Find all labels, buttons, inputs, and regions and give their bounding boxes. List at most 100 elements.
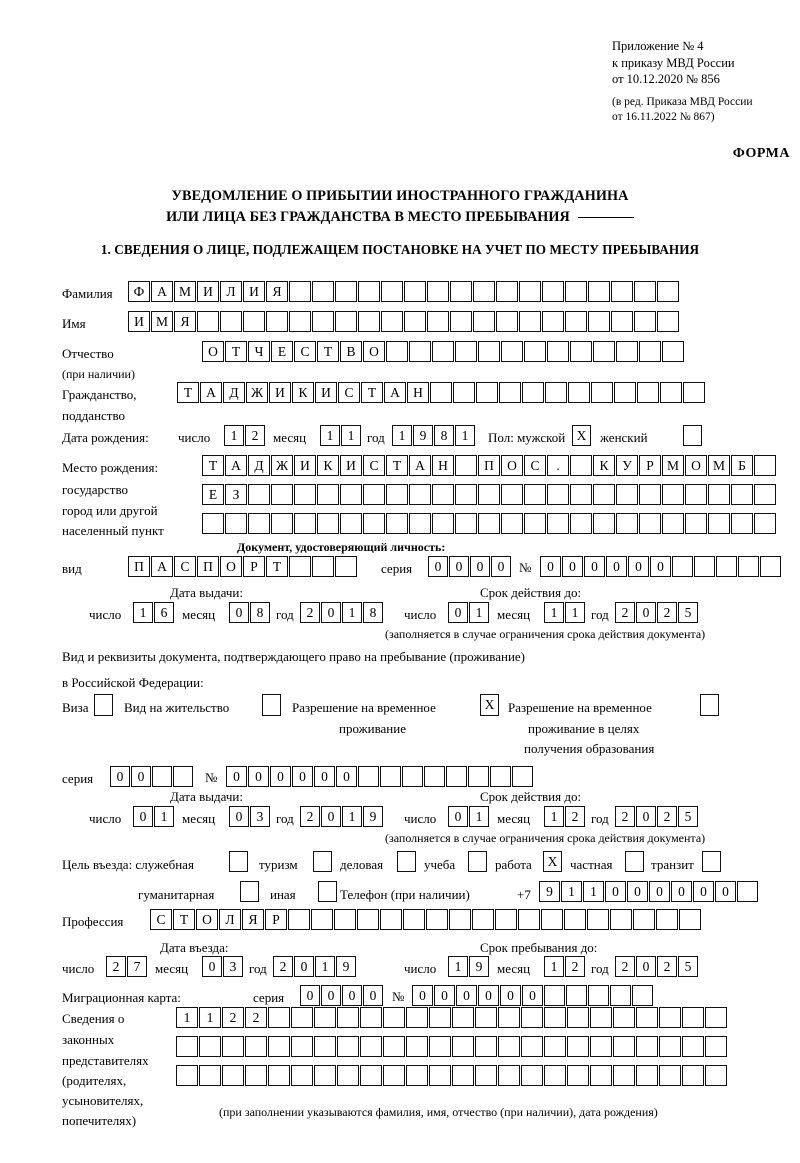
field-birth-day-cell[interactable]: 2 (245, 425, 265, 446)
field-profession-cell[interactable] (587, 909, 609, 930)
field-phone-cell[interactable]: 0 (671, 881, 692, 902)
field-legal-rep-row-2[interactable] (176, 1036, 727, 1057)
field-doc-kind-cell[interactable] (335, 556, 357, 577)
field-profession-cell[interactable] (518, 909, 540, 930)
field-stay-year-cell[interactable]: 0 (636, 956, 656, 977)
field-legal-rep-row-3-cell[interactable] (567, 1065, 589, 1086)
field-doc-kind-cell[interactable]: П (128, 556, 150, 577)
field-surname-cell[interactable] (473, 281, 495, 302)
field-doc-valid-year-cell[interactable]: 2 (657, 602, 677, 623)
field-firstname-cell[interactable] (220, 311, 242, 332)
field-permit-number-cell[interactable] (380, 766, 401, 787)
field-citizenship-cell[interactable]: А (384, 382, 406, 403)
field-birthplace-row-1-cell[interactable]: Т (386, 455, 408, 476)
field-profession-cell[interactable] (426, 909, 448, 930)
checkbox-purpose-work[interactable]: X (543, 851, 562, 872)
field-birthplace-row-3-cell[interactable] (754, 513, 776, 534)
field-permit-issue-month-cell[interactable]: 3 (250, 806, 270, 827)
field-citizenship-cell[interactable]: С (338, 382, 360, 403)
field-legal-rep-row-2-cell[interactable] (337, 1036, 359, 1057)
field-birthplace-row-2-cell[interactable] (340, 484, 362, 505)
field-citizenship-cell[interactable]: И (269, 382, 291, 403)
field-firstname-cell[interactable] (450, 311, 472, 332)
field-stay-year-cell[interactable]: 2 (615, 956, 635, 977)
field-phone-cell[interactable]: 0 (715, 881, 736, 902)
field-birth-year-cell[interactable]: 9 (413, 425, 433, 446)
field-legal-rep-row-1-cell[interactable]: 2 (245, 1007, 267, 1028)
field-card-number-cell[interactable]: 0 (500, 985, 521, 1006)
field-doc-kind-cell[interactable]: А (151, 556, 173, 577)
field-birthplace-row-2-cell[interactable] (524, 484, 546, 505)
checkbox-purpose-tourism[interactable] (313, 851, 332, 872)
field-legal-rep-row-2-cell[interactable] (429, 1036, 451, 1057)
field-legal-rep-row-1-cell[interactable]: 2 (222, 1007, 244, 1028)
field-permit-number-cell[interactable] (512, 766, 533, 787)
field-birthplace-row-1-cell[interactable] (754, 455, 776, 476)
field-doc-number-cell[interactable]: 0 (562, 556, 583, 577)
field-birth-month-cell[interactable]: 1 (341, 425, 361, 446)
field-surname-cell[interactable]: А (151, 281, 173, 302)
field-permit-number-cell[interactable]: 0 (248, 766, 269, 787)
field-patronymic-cell[interactable]: О (202, 341, 224, 362)
checkbox-temp-residence[interactable]: X (480, 694, 499, 716)
field-permit-number-cell[interactable] (424, 766, 445, 787)
field-legal-rep-row-2-cell[interactable] (544, 1036, 566, 1057)
field-doc-issue-year-cell[interactable]: 0 (321, 602, 341, 623)
field-legal-rep-row-3-cell[interactable] (406, 1065, 428, 1086)
field-birthplace-row-2-cell[interactable] (432, 484, 454, 505)
field-legal-rep-row-2-cell[interactable] (498, 1036, 520, 1057)
field-phone-cell[interactable]: 1 (583, 881, 604, 902)
field-surname-cell[interactable] (496, 281, 518, 302)
field-birthplace-row-3-cell[interactable] (386, 513, 408, 534)
field-birthplace-row-3-cell[interactable] (317, 513, 339, 534)
field-profession-cell[interactable] (610, 909, 632, 930)
field-birthplace-row-2-cell[interactable] (294, 484, 316, 505)
field-profession-cell[interactable] (449, 909, 471, 930)
field-birthplace-row-2-cell[interactable]: З (225, 484, 247, 505)
field-citizenship-cell[interactable]: А (200, 382, 222, 403)
field-citizenship-cell[interactable] (453, 382, 475, 403)
field-birthplace-row-3-cell[interactable] (662, 513, 684, 534)
field-citizenship-cell[interactable] (568, 382, 590, 403)
field-firstname-cell[interactable] (565, 311, 587, 332)
field-patronymic-cell[interactable]: Ч (248, 341, 270, 362)
field-surname-cell[interactable] (611, 281, 633, 302)
field-legal-rep-row-3-cell[interactable] (199, 1065, 221, 1086)
field-permit-issue-year-cell[interactable]: 9 (363, 806, 383, 827)
field-legal-rep-row-1-cell[interactable] (291, 1007, 313, 1028)
field-legal-rep-row-1-cell[interactable] (521, 1007, 543, 1028)
field-card-number-cell[interactable]: 0 (478, 985, 499, 1006)
field-legal-rep-row-1-cell[interactable] (544, 1007, 566, 1028)
field-doc-number-cell[interactable] (738, 556, 759, 577)
field-profession-cell[interactable] (633, 909, 655, 930)
field-legal-rep-row-3-cell[interactable] (222, 1065, 244, 1086)
field-legal-rep-row-1-cell[interactable] (429, 1007, 451, 1028)
field-doc-valid-year-cell[interactable]: 5 (678, 602, 698, 623)
field-surname-cell[interactable] (588, 281, 610, 302)
field-surname-cell[interactable] (312, 281, 334, 302)
field-legal-rep-row-1-cell[interactable] (705, 1007, 727, 1028)
field-legal-rep-row-3-cell[interactable] (521, 1065, 543, 1086)
field-surname-cell[interactable] (565, 281, 587, 302)
field-patronymic-cell[interactable] (524, 341, 546, 362)
field-entry-year-cell[interactable]: 0 (294, 956, 314, 977)
field-card-number-cell[interactable]: 0 (434, 985, 455, 1006)
field-permit-issue-year-cell[interactable]: 2 (300, 806, 320, 827)
checkbox-residence-permit[interactable] (262, 694, 281, 716)
field-profession-cell[interactable] (380, 909, 402, 930)
field-birthplace-row-3-cell[interactable] (225, 513, 247, 534)
field-legal-rep-row-1-cell[interactable] (498, 1007, 520, 1028)
field-legal-rep-row-3-cell[interactable] (429, 1065, 451, 1086)
field-birth-month-cell[interactable]: 1 (320, 425, 340, 446)
field-permit-issue-day-cell[interactable]: 0 (133, 806, 153, 827)
field-firstname-cell[interactable] (473, 311, 495, 332)
field-citizenship-cell[interactable]: Ж (246, 382, 268, 403)
field-firstname-cell[interactable]: И (128, 311, 150, 332)
